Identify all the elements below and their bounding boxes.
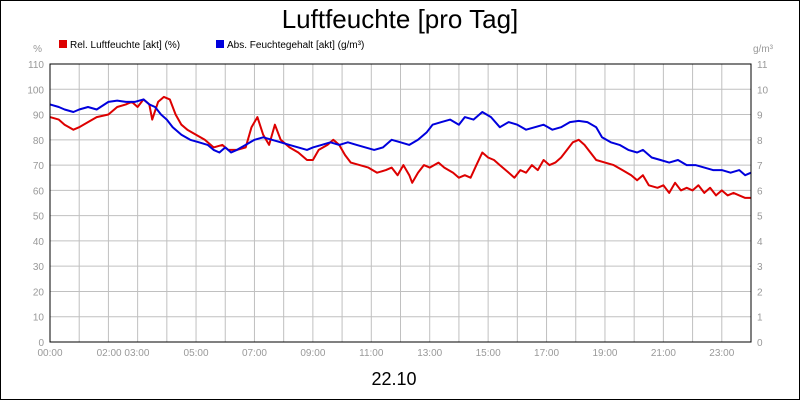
- plot-border: [49, 63, 752, 343]
- x-tick-label: 07:00: [242, 348, 267, 359]
- left-tick-label: 0: [38, 338, 44, 349]
- legend-label-abs-humidity: Abs. Feuchtegehalt [akt] (g/m³): [227, 40, 364, 51]
- left-tick-label: 90: [33, 111, 45, 122]
- x-tick-label: 11:00: [359, 348, 384, 359]
- left-tick-label: 60: [33, 186, 45, 197]
- left-tick-label: 30: [33, 262, 45, 273]
- left-tick-label: 100: [27, 85, 44, 96]
- right-tick-label: 11: [757, 60, 768, 71]
- x-tick-label: 05:00: [184, 348, 209, 359]
- right-tick-label: 10: [757, 85, 769, 96]
- date-label: 22.10: [371, 369, 416, 389]
- x-tick-label: 02:00 03:00: [97, 348, 150, 359]
- right-tick-label: 3: [757, 262, 763, 273]
- right-tick-label: 2: [757, 287, 763, 298]
- x-tick-label: 17:00: [534, 348, 559, 359]
- grid: [49, 63, 752, 343]
- right-tick-label: 9: [757, 111, 763, 122]
- series-line-rel-humidity: [49, 95, 751, 199]
- series-lines: [49, 95, 752, 199]
- x-tick-label: 13:00: [417, 348, 442, 359]
- x-tick-label: 09:00: [300, 348, 325, 359]
- left-tick-label: 10: [33, 313, 45, 324]
- legend-swatch-abs-humidity: [216, 40, 224, 48]
- chart-title: Luftfeuchte [pro Tag]: [282, 4, 519, 34]
- x-tick-label: 19:00: [592, 348, 617, 359]
- left-tick-label: 70: [33, 161, 45, 172]
- series-line-abs-humidity: [49, 98, 752, 177]
- right-tick-label: 5: [757, 212, 763, 223]
- right-tick-label: 6: [757, 186, 763, 197]
- x-tick-label: 00:00: [37, 348, 62, 359]
- left-axis-unit: %: [33, 44, 42, 55]
- right-tick-label: 0: [757, 338, 763, 349]
- right-axis-ticks: 0 1 2 3 4 5 6 7 8 9 10 11: [757, 60, 769, 349]
- right-axis-unit: g/m³: [753, 44, 774, 55]
- right-tick-label: 1: [757, 313, 763, 324]
- right-tick-label: 4: [757, 237, 763, 248]
- right-tick-label: 8: [757, 136, 763, 147]
- left-tick-label: 80: [33, 136, 45, 147]
- left-tick-label: 110: [28, 60, 44, 71]
- left-tick-label: 20: [33, 287, 45, 298]
- legend: Rel. Luftfeuchte [akt] (%) Abs. Feuchteg…: [59, 40, 364, 51]
- left-axis-ticks: 0 10 20 30 40 50 60 70 80 90 100 110: [27, 60, 44, 349]
- legend-label-rel-humidity: Rel. Luftfeuchte [akt] (%): [70, 40, 180, 51]
- left-tick-label: 40: [33, 237, 45, 248]
- x-tick-label: 23:00: [709, 348, 734, 359]
- right-tick-label: 7: [757, 161, 763, 172]
- x-tick-label: 21:00: [651, 348, 676, 359]
- x-tick-label: 15:00: [476, 348, 501, 359]
- left-tick-label: 50: [33, 212, 45, 223]
- x-axis-ticks: 00:00 02:00 03:00 05:00 07:00 09:00 11:00 13:0…: [37, 348, 734, 359]
- legend-swatch-rel-humidity: [59, 40, 67, 48]
